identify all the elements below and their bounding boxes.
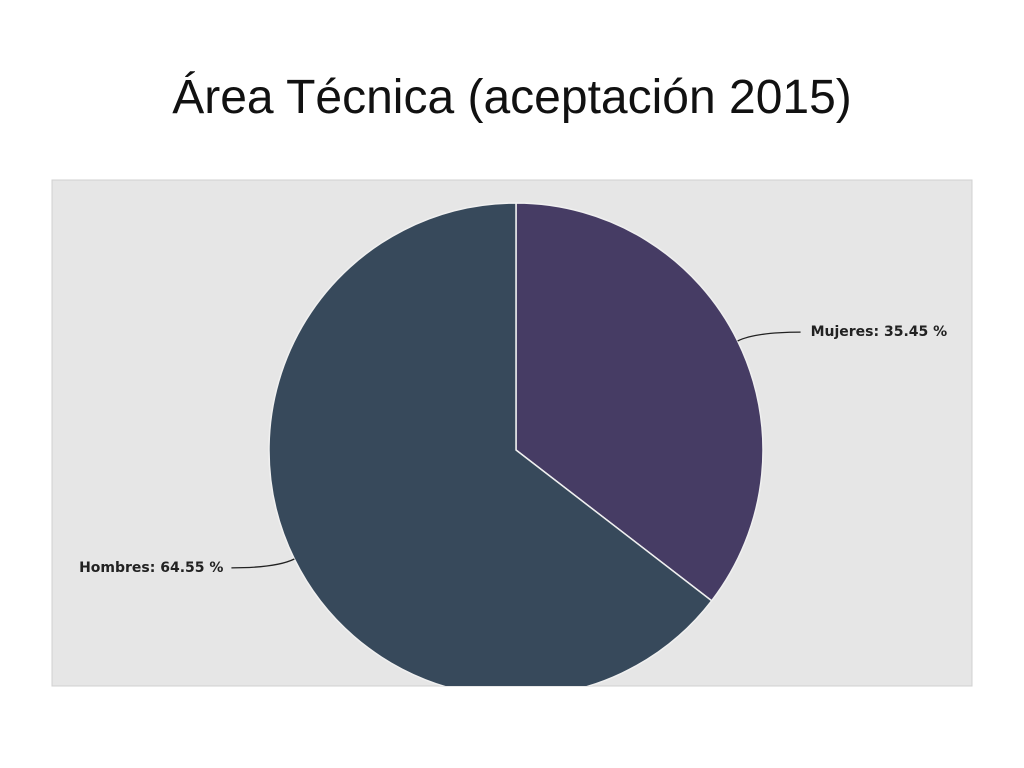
leader-line [737,331,801,342]
labels: Mujeres: 35.45 % Hombres: 64.55 % [79,324,947,576]
pie-slice [515,202,764,602]
data-label: Hombres: 64.55 % [79,560,223,576]
chart-title: Área Técnica (aceptación 2015) [172,71,852,124]
pie-slice [268,202,713,686]
data-label: Mujeres: 35.45 % [811,324,948,340]
leader-line [231,558,295,569]
pie [268,202,764,686]
